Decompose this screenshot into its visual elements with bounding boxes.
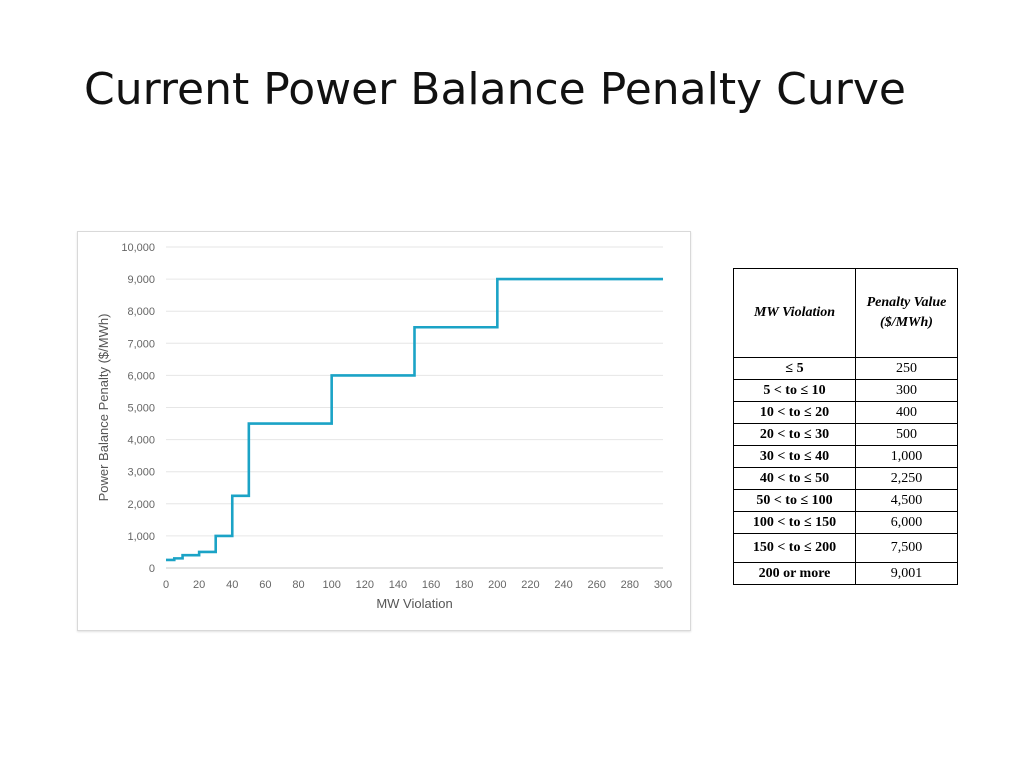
table-cell-range: 100 < to ≤ 150 [733, 511, 856, 534]
grid-lines [166, 246, 663, 569]
chart-canvas: 0 1,000 2,000 3,000 4,000 5,000 6,000 7,000 8,00… [96, 242, 672, 611]
x-tick-label: 260 [588, 579, 606, 591]
y-tick-label: 4,000 [127, 435, 155, 447]
penalty-table-container: MW Violation Penalty Value ($/MWh) ≤ 5 25… [733, 268, 958, 585]
x-tick-label: 0 [163, 579, 169, 591]
table-row: ≤ 5 250 [733, 357, 958, 380]
x-tick-label: 140 [389, 579, 407, 591]
table-cell-value: 500 [855, 423, 958, 446]
header-mw-violation: MW Violation [733, 268, 856, 358]
table-cell-value: 6,000 [855, 511, 958, 534]
table-cell-range: 10 < to ≤ 20 [733, 401, 856, 424]
table-cell-range: 30 < to ≤ 40 [733, 445, 856, 468]
table-row: 20 < to ≤ 30 500 [733, 423, 958, 446]
y-tick-label: 8,000 [127, 306, 155, 318]
table-header-row: MW Violation Penalty Value ($/MWh) [733, 268, 958, 358]
x-tick-labels: 0 20 40 60 80 100 120 140 160 180 200 220 240 260 280 3… [163, 579, 672, 591]
table-cell-value: 300 [855, 379, 958, 402]
table-cell-value: 7,500 [855, 533, 958, 563]
table-cell-range: 200 or more [733, 562, 856, 585]
table-row: 30 < to ≤ 40 1,000 [733, 445, 958, 468]
x-tick-label: 180 [455, 579, 473, 591]
table-cell-value: 4,500 [855, 489, 958, 512]
y-tick-label: 2,000 [127, 499, 155, 511]
x-tick-label: 240 [554, 579, 572, 591]
table-cell-range: 150 < to ≤ 200 [733, 533, 856, 563]
table-row: 100 < to ≤ 150 6,000 [733, 511, 958, 534]
table-row: 40 < to ≤ 50 2,250 [733, 467, 958, 490]
x-tick-label: 40 [226, 579, 238, 591]
table-cell-value: 2,250 [855, 467, 958, 490]
y-tick-label: 10,000 [121, 242, 155, 254]
series-line [166, 277, 663, 562]
table-cell-value: 250 [855, 357, 958, 380]
y-tick-label: 3,000 [127, 467, 155, 479]
table-cell-range: 20 < to ≤ 30 [733, 423, 856, 446]
x-tick-label: 280 [621, 579, 639, 591]
y-tick-label: 6,000 [127, 370, 155, 382]
x-tick-label: 100 [322, 579, 340, 591]
y-tick-label: 0 [149, 563, 155, 575]
x-tick-label: 20 [193, 579, 205, 591]
x-tick-label: 300 [654, 579, 672, 591]
table-row: 200 or more 9,001 [733, 562, 958, 585]
table-row: 10 < to ≤ 20 400 [733, 401, 958, 424]
x-axis-label: MW Violation [376, 596, 452, 611]
table-row: 5 < to ≤ 10 300 [733, 379, 958, 402]
penalty-table: MW Violation Penalty Value ($/MWh) ≤ 5 25… [733, 268, 958, 585]
x-tick-label: 200 [488, 579, 506, 591]
y-tick-label: 1,000 [127, 531, 155, 543]
table-cell-range: ≤ 5 [733, 357, 856, 380]
table-cell-range: 50 < to ≤ 100 [733, 489, 856, 512]
header-penalty-value: Penalty Value ($/MWh) [855, 268, 958, 358]
x-tick-label: 120 [356, 579, 374, 591]
series-layer [165, 277, 664, 562]
y-tick-label: 9,000 [127, 274, 155, 286]
table-cell-value: 400 [855, 401, 958, 424]
y-tick-label: 5,000 [127, 403, 155, 415]
table-cell-range: 40 < to ≤ 50 [733, 467, 856, 490]
x-tick-label: 160 [422, 579, 440, 591]
penalty-chart: 0 1,000 2,000 3,000 4,000 5,000 6,000 7,000 8,00… [77, 231, 691, 631]
table-cell-range: 5 < to ≤ 10 [733, 379, 856, 402]
table-row: 150 < to ≤ 200 7,500 [733, 533, 958, 563]
y-tick-label: 7,000 [127, 338, 155, 350]
y-axis-label: Power Balance Penalty ($/MWh) [96, 314, 111, 502]
slide-title: Current Power Balance Penalty Curve [84, 64, 906, 115]
table-cell-value: 9,001 [855, 562, 958, 585]
table-row: 50 < to ≤ 100 4,500 [733, 489, 958, 512]
y-tick-labels: 0 1,000 2,000 3,000 4,000 5,000 6,000 7,000 8,00… [121, 242, 155, 575]
table-cell-value: 1,000 [855, 445, 958, 468]
x-tick-label: 220 [521, 579, 539, 591]
x-tick-label: 80 [292, 579, 304, 591]
x-tick-label: 60 [259, 579, 271, 591]
